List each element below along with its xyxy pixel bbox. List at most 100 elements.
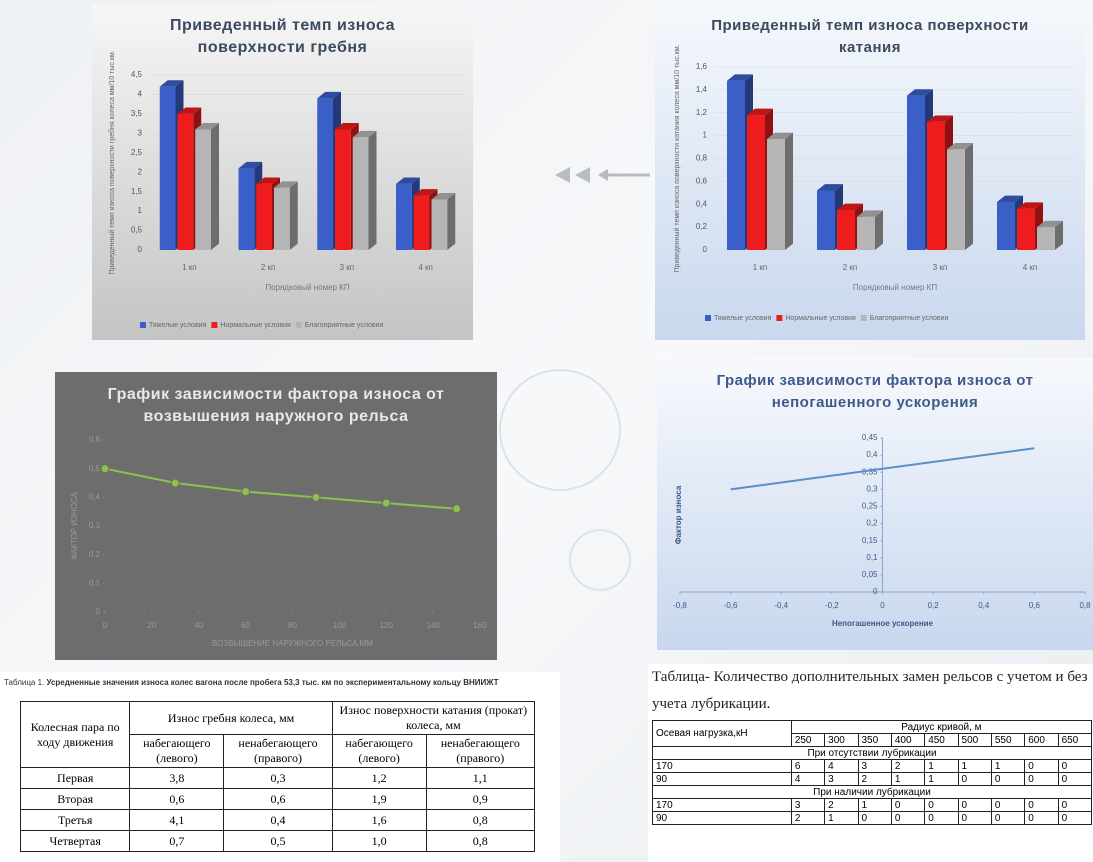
- table-cell: 0,8: [425, 830, 536, 852]
- table-cell: 2: [824, 798, 859, 812]
- chart-title: Приведенный темп износа поверхности ката…: [711, 17, 1029, 56]
- table2: Осевая нагрузка,кН Радиус кривой, м 250 300…: [652, 720, 1093, 825]
- table-row: Третья 4,1 0,4 1,6 0,8: [19, 809, 536, 831]
- table-cell: 0: [990, 811, 1026, 825]
- table-cell: 0: [957, 811, 992, 825]
- bar-side: [1055, 220, 1063, 250]
- table-cell: набегающего (левого): [129, 734, 225, 768]
- caption-text: Усредненные значения износа колес вагона…: [46, 678, 499, 687]
- chart-panel: 0 0,1 0,2 0,3 0,4 0,5 0,6 0 20 40 60 80 100 120 140 160…: [55, 372, 497, 660]
- table-cell: 0: [890, 798, 926, 812]
- x-tick-label: 3 кп: [933, 263, 948, 272]
- bar-top: [817, 184, 843, 191]
- bar-top: [177, 107, 202, 114]
- x-axis-label: Порядковый номер КП: [853, 283, 937, 292]
- table-cell: 3: [824, 772, 859, 786]
- bar-top: [1037, 220, 1063, 228]
- legend-swatch: [705, 315, 711, 321]
- table-cell: 0: [1057, 798, 1093, 812]
- bar: [927, 121, 945, 251]
- table-cell: 0: [924, 811, 959, 825]
- table-cell: 0: [857, 811, 892, 825]
- x-axis-label: Непогашенное ускорение: [832, 619, 934, 628]
- y-tick-label: 0,45: [862, 433, 878, 442]
- table-cell: 550: [990, 733, 1026, 747]
- bar-side: [289, 181, 298, 250]
- table-cell: 350: [857, 733, 892, 747]
- chart: 0 0,1 0,2 0,3 0,4 0,5 0,6 0 20 40 60 80 100 120 140 160…: [70, 435, 487, 648]
- bar: [747, 115, 765, 250]
- legend-label: Благоприятные условия: [305, 322, 384, 329]
- line-marker: [311, 492, 321, 502]
- table-cell: 0,9: [425, 788, 536, 810]
- y-tick-label: 4: [138, 90, 143, 99]
- y-tick-label: 0,3: [89, 521, 101, 530]
- chart: 0 0,5 1 1,5 2 2,5 3 3,5 4 4,5 Приведенный темп изн…: [108, 50, 465, 329]
- table-cell: 0: [1024, 798, 1059, 812]
- table-cell: 0: [1057, 811, 1093, 825]
- chart-title: График зависимости фактора износа от неп…: [716, 372, 1034, 411]
- line-marker: [100, 464, 110, 474]
- table-row: Осевая нагрузка,кН Радиус кривой, м: [652, 720, 1093, 747]
- y-tick-label: 0,1: [89, 578, 101, 587]
- table-row: набегающего (левого) ненабегающего (право…: [21, 734, 536, 768]
- bar-top: [396, 177, 420, 184]
- table-cell: 0: [1057, 772, 1093, 786]
- table1: Колесная пара по ходу движения Износ греб…: [19, 701, 536, 852]
- arrow-icon: [555, 167, 570, 183]
- bar-top: [352, 130, 377, 138]
- table-row: 250 300 350 400 450 500 550 600 650: [653, 733, 1093, 747]
- y-tick-label: 1: [703, 131, 708, 140]
- table-cell: 0,7: [129, 830, 225, 852]
- table-cell: 90: [652, 772, 792, 786]
- legend-swatch: [211, 322, 218, 328]
- table-cell: 1: [924, 759, 959, 773]
- bar-top: [195, 123, 219, 130]
- table-cell: 0: [1057, 759, 1093, 773]
- bar: [431, 199, 448, 250]
- y-tick-label: 0,2: [89, 550, 101, 559]
- table-cell: 4,1: [129, 809, 225, 831]
- chart-panel: 0 0,05 0,1 0,15 0,2 0,25 0,3 0,35 0,4 0,45 -0,8 -0,…: [657, 358, 1093, 650]
- table-cell: 400: [890, 733, 926, 747]
- y-tick-label: 0,35: [862, 467, 878, 476]
- table-row: Первая 3,8 0,3 1,2 1,1: [19, 767, 536, 789]
- x-tick-label: 0,8: [1079, 601, 1091, 610]
- table-cell: 1,6: [331, 809, 427, 831]
- bar-top: [238, 161, 263, 169]
- table-row: При отсутствии лубрикации: [652, 746, 1092, 760]
- bar: [817, 190, 835, 250]
- bar-top: [767, 132, 793, 140]
- legend-swatch: [295, 322, 302, 328]
- table-cell: набегающего (левого): [331, 734, 427, 768]
- table-cell: Первая: [19, 767, 131, 789]
- table-row: Четвертая 0,7 0,5 1,0 0,8: [19, 830, 536, 852]
- y-tick-label: 0,5: [131, 226, 143, 235]
- x-tick-label: 1 кп: [753, 263, 768, 272]
- table-cell: 0: [1024, 759, 1059, 773]
- table-cell: Осевая нагрузка,кН: [652, 720, 792, 747]
- y-tick-label: 0,4: [696, 199, 708, 208]
- chart-panel: 0 0,2 0,4 0,6 0,8 1 1,2 1,4 1,6 Приведенный темп …: [655, 5, 1085, 340]
- table-cell: 1: [857, 798, 892, 812]
- y-tick-label: 1,5: [131, 187, 143, 196]
- table-cell: 0: [890, 811, 926, 825]
- table-cell: 0,6: [223, 788, 333, 810]
- bar: [195, 129, 211, 250]
- bar: [1037, 227, 1055, 250]
- table-cell: 0: [924, 798, 959, 812]
- legend-swatch: [860, 315, 867, 321]
- table-cell: 6: [790, 759, 826, 773]
- y-tick-label: 3: [138, 128, 143, 137]
- bar: [256, 183, 272, 250]
- table-cell: 90: [652, 811, 792, 825]
- table-cell: 300: [824, 733, 859, 747]
- bar-top: [947, 142, 973, 150]
- x-axis-label: Порядковый номер КП: [265, 283, 349, 292]
- table-row: Колесная пара по ходу движения Износ греб…: [19, 701, 536, 768]
- x-tick-label: 0: [880, 601, 885, 610]
- table-row: 170 3 2 1 0 0 0 0 0 0: [652, 798, 1093, 812]
- x-tick-label: 4 кп: [1023, 263, 1038, 272]
- y-tick-label: 1,6: [696, 62, 708, 71]
